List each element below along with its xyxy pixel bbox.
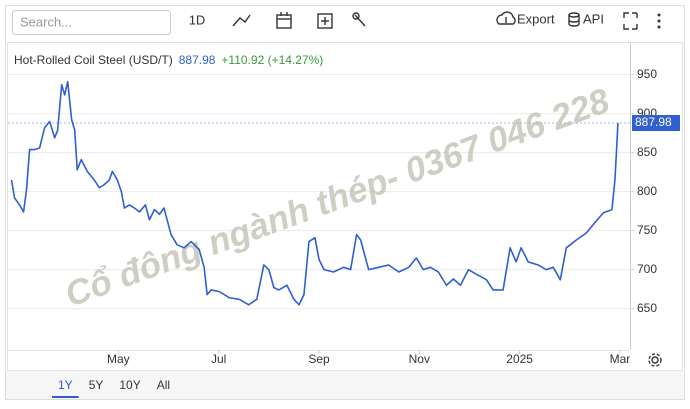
api-icon[interactable]	[568, 12, 580, 27]
x-tick-label: Nov	[409, 352, 430, 366]
range-button[interactable]: 1Y	[58, 378, 73, 392]
x-tick-label: Jul	[211, 352, 226, 366]
calendar-icon[interactable]	[276, 12, 292, 29]
y-tick-label: 750	[637, 223, 657, 237]
x-tick-label: Sep	[308, 352, 330, 366]
range-button[interactable]: All	[157, 378, 170, 392]
line-icon[interactable]	[232, 14, 251, 27]
x-tick-label: May	[107, 352, 130, 366]
add-icon[interactable]	[317, 13, 333, 29]
y-tick-label: 950	[637, 67, 657, 81]
y-tick-label: 850	[637, 145, 657, 159]
menu-icon[interactable]	[657, 13, 661, 29]
range-selected-underline	[52, 396, 79, 398]
last-value: 887.98	[179, 53, 216, 67]
range-button[interactable]: 10Y	[119, 378, 140, 392]
interval-button[interactable]: 1D	[189, 12, 206, 27]
last-value-badge	[632, 115, 680, 132]
search-box[interactable]	[12, 10, 171, 35]
chart-title: Hot-Rolled Coil Steel (USD/T)	[14, 53, 173, 67]
last-value-badge-label: 887.98	[635, 115, 672, 129]
fullscreen-icon[interactable]	[623, 12, 638, 30]
x-tick-label: 2025	[506, 352, 533, 366]
y-tick-label: 700	[637, 262, 657, 276]
chart-frame	[7, 42, 683, 371]
change: +110.92 (+14.27%)	[221, 53, 323, 67]
y-tick-label: 800	[637, 184, 657, 198]
range-bar	[6, 371, 684, 399]
search-placeholder[interactable]: Search...	[20, 14, 72, 29]
widget-frame	[5, 5, 685, 400]
x-tick-label: Mar	[610, 352, 631, 366]
tools-icon[interactable]	[352, 12, 366, 27]
price-line	[10, 80, 619, 306]
export-button[interactable]: Export	[517, 11, 555, 26]
y-tick-label: 650	[637, 301, 657, 315]
export-icon[interactable]	[496, 11, 516, 25]
api-button[interactable]: API	[583, 11, 604, 26]
settings-icon[interactable]	[648, 353, 662, 367]
range-button[interactable]: 5Y	[89, 378, 104, 392]
